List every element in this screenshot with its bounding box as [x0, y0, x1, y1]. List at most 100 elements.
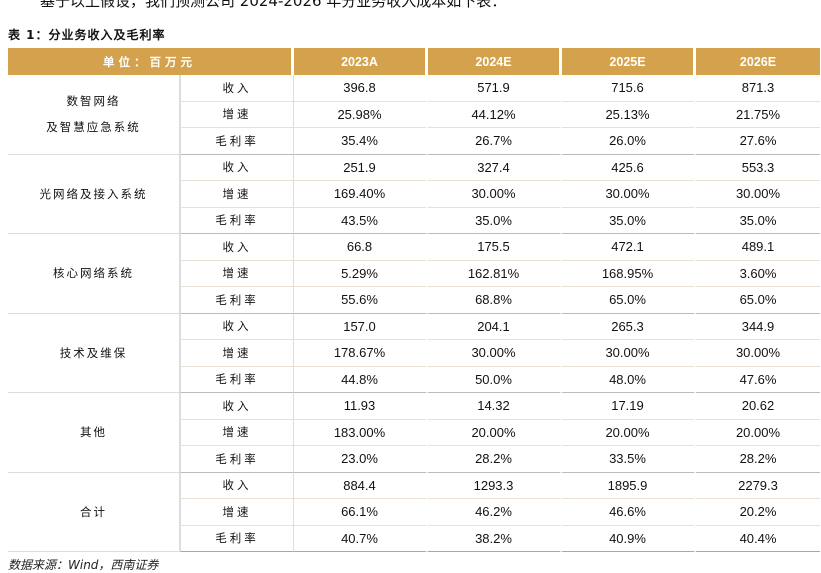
value-cell: 715.6 — [562, 75, 696, 102]
value-cell: 35.4% — [294, 128, 428, 155]
segment-name-cell: 技术及维保 — [8, 313, 180, 393]
value-cell: 175.5 — [428, 234, 562, 261]
value-cell: 327.4 — [428, 154, 562, 181]
value-cell: 571.9 — [428, 75, 562, 102]
value-cell: 871.3 — [696, 75, 820, 102]
metric-label: 增速 — [180, 260, 294, 287]
value-cell: 25.13% — [562, 101, 696, 128]
value-cell: 55.6% — [294, 287, 428, 314]
year-header-2026E: 2026E — [696, 48, 820, 75]
value-cell: 30.00% — [562, 181, 696, 208]
value-cell: 183.00% — [294, 419, 428, 446]
value-cell: 30.00% — [428, 181, 562, 208]
value-cell: 30.00% — [562, 340, 696, 367]
value-cell: 204.1 — [428, 313, 562, 340]
metric-label: 收入 — [180, 393, 294, 420]
value-cell: 28.2% — [428, 446, 562, 473]
value-cell: 5.29% — [294, 260, 428, 287]
value-cell: 47.6% — [696, 367, 820, 393]
value-cell: 35.0% — [562, 207, 696, 234]
value-cell: 30.00% — [696, 340, 820, 367]
metric-label: 毛利率 — [180, 287, 294, 314]
metric-label: 毛利率 — [180, 446, 294, 473]
metric-label: 收入 — [180, 472, 294, 499]
value-cell: 46.2% — [428, 499, 562, 526]
table-header-row: 单位：百万元 2023A 2024E 2025E 2026E — [8, 48, 820, 75]
value-cell: 344.9 — [696, 314, 820, 340]
value-cell: 35.0% — [696, 208, 820, 234]
value-cell: 44.8% — [294, 366, 428, 393]
intro-text: 基于以上假设，我们预测公司 2024-2026 年分业务收入成本如下表： — [40, 0, 507, 10]
value-cell: 33.5% — [562, 446, 696, 473]
table-row: 毛利率 55.6% 68.8% 65.0% 65.0% — [8, 287, 820, 314]
metric-label: 增速 — [180, 101, 294, 128]
value-cell: 20.2% — [696, 499, 820, 526]
metric-label: 收入 — [180, 313, 294, 340]
value-cell: 884.4 — [294, 472, 428, 499]
metric-label: 收入 — [180, 75, 294, 102]
value-cell: 20.00% — [696, 420, 820, 446]
metric-label: 收入 — [180, 234, 294, 261]
table-row: 增速 66.1% 46.2% 46.6% 20.2% — [8, 499, 820, 526]
value-cell: 44.12% — [428, 101, 562, 128]
value-cell: 1895.9 — [562, 472, 696, 499]
table-row: 增速 169.40% 30.00% 30.00% 30.00% — [8, 181, 820, 208]
value-cell: 21.75% — [696, 102, 820, 128]
year-header-2024E: 2024E — [428, 48, 562, 75]
value-cell: 162.81% — [428, 260, 562, 287]
metric-label: 毛利率 — [180, 128, 294, 155]
value-cell: 178.67% — [294, 340, 428, 367]
table-row: 技术及维保 收入 157.0 204.1 265.3 344.9 — [8, 313, 820, 393]
value-cell: 30.00% — [428, 340, 562, 367]
table-row: 毛利率 35.4% 26.7% 26.0% 27.6% — [8, 128, 820, 155]
value-cell: 65.0% — [562, 287, 696, 314]
segment-name-line: 数智网络 — [66, 94, 121, 109]
value-cell: 169.40% — [294, 181, 428, 208]
value-cell: 40.4% — [696, 526, 820, 552]
segment-revenue-table: 单位：百万元 2023A 2024E 2025E 2026E 数智网络 及智慧应急… — [8, 48, 820, 552]
data-source-note: 数据来源：Wind，西南证券 — [8, 558, 159, 572]
metric-label: 毛利率 — [180, 525, 294, 552]
segment-name-cell: 光网络及接入系统 — [8, 154, 180, 234]
value-cell: 2279.3 — [696, 473, 820, 499]
value-cell: 23.0% — [294, 446, 428, 473]
value-cell: 30.00% — [696, 181, 820, 208]
value-cell: 251.9 — [294, 154, 428, 181]
segment-name-line: 合计 — [80, 504, 107, 519]
segment-name-line: 核心网络系统 — [53, 266, 134, 281]
metric-label: 收入 — [180, 154, 294, 181]
segment-name-cell: 数智网络 及智慧应急系统 — [8, 75, 180, 155]
table-row: 增速 5.29% 162.81% 168.95% 3.60% — [8, 260, 820, 287]
value-cell: 68.8% — [428, 287, 562, 314]
segment-name-cell: 其他 — [8, 393, 180, 473]
value-cell: 27.6% — [696, 128, 820, 155]
value-cell: 553.3 — [696, 155, 820, 181]
value-cell: 48.0% — [562, 366, 696, 393]
value-cell: 396.8 — [294, 75, 428, 102]
value-cell: 472.1 — [562, 234, 696, 261]
value-cell: 43.5% — [294, 207, 428, 234]
metric-label: 增速 — [180, 340, 294, 367]
table-row: 其他 收入 11.93 14.32 17.19 20.62 — [8, 393, 820, 473]
table-row: 毛利率 44.8% 50.0% 48.0% 47.6% — [8, 366, 820, 393]
value-cell: 11.93 — [294, 393, 428, 420]
value-cell: 20.00% — [562, 419, 696, 446]
value-cell: 17.19 — [562, 393, 696, 420]
value-cell: 26.0% — [562, 128, 696, 155]
table-row: 核心网络系统 收入 66.8 175.5 472.1 489.1 — [8, 234, 820, 314]
value-cell: 265.3 — [562, 313, 696, 340]
segment-name-cell: 核心网络系统 — [8, 234, 180, 314]
value-cell: 35.0% — [428, 207, 562, 234]
segment-name-line: 光网络及接入系统 — [39, 186, 148, 201]
table-row: 合计 收入 884.4 1293.3 1895.9 2279.3 — [8, 472, 820, 552]
value-cell: 40.7% — [294, 525, 428, 552]
table-row: 毛利率 40.7% 38.2% 40.9% 40.4% — [8, 525, 820, 552]
value-cell: 26.7% — [428, 128, 562, 155]
value-cell: 25.98% — [294, 101, 428, 128]
value-cell: 3.60% — [696, 261, 820, 287]
metric-label: 增速 — [180, 181, 294, 208]
segment-name-line: 技术及维保 — [59, 345, 128, 360]
value-cell: 425.6 — [562, 154, 696, 181]
table-row: 毛利率 23.0% 28.2% 33.5% 28.2% — [8, 446, 820, 473]
segment-name-cell: 合计 — [8, 472, 180, 552]
